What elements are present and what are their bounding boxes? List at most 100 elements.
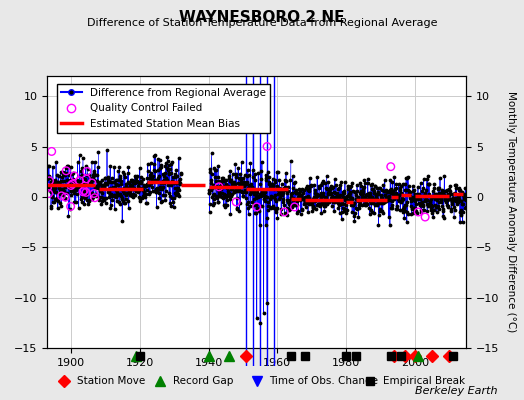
Point xyxy=(334,205,343,212)
Point xyxy=(248,184,257,190)
Point xyxy=(57,178,65,184)
Point xyxy=(316,194,325,200)
Point xyxy=(347,196,356,202)
Point xyxy=(165,170,173,177)
Point xyxy=(299,196,308,202)
Point xyxy=(411,204,419,211)
Point xyxy=(150,167,158,173)
Point xyxy=(231,188,239,195)
Point xyxy=(359,190,367,196)
Point xyxy=(129,194,137,200)
Point xyxy=(136,164,144,171)
Point xyxy=(324,199,333,205)
Point xyxy=(392,206,401,212)
Point xyxy=(89,193,97,200)
Point xyxy=(321,180,330,186)
Point xyxy=(60,187,69,194)
Point xyxy=(107,190,115,197)
Point xyxy=(46,187,54,194)
Point xyxy=(304,209,312,216)
Point xyxy=(261,193,269,199)
Point xyxy=(351,189,359,195)
Point xyxy=(50,180,59,187)
Point xyxy=(125,205,133,212)
Point xyxy=(296,196,304,203)
Point xyxy=(351,210,359,216)
Point xyxy=(336,196,345,203)
Point xyxy=(445,186,453,192)
Point xyxy=(62,177,71,184)
Point xyxy=(165,162,173,168)
Point xyxy=(166,200,174,206)
Point xyxy=(354,196,362,202)
Point xyxy=(67,164,75,170)
Point xyxy=(250,189,259,195)
Point xyxy=(63,182,72,188)
Point xyxy=(445,196,453,202)
Point xyxy=(176,180,184,186)
Point xyxy=(455,192,463,198)
Point xyxy=(176,176,184,182)
Point xyxy=(70,173,79,179)
Point xyxy=(458,219,467,226)
Point xyxy=(211,167,220,174)
Point xyxy=(396,187,404,193)
Point xyxy=(58,186,66,193)
Point xyxy=(84,201,92,208)
Point xyxy=(49,181,58,187)
Point xyxy=(88,180,96,186)
Point xyxy=(291,201,300,207)
Point xyxy=(209,199,217,206)
Point xyxy=(446,196,455,202)
Point xyxy=(62,165,70,172)
Point xyxy=(62,170,71,176)
Point xyxy=(429,214,438,220)
Point xyxy=(87,179,95,185)
Point xyxy=(71,178,79,185)
Point xyxy=(267,181,275,188)
Point xyxy=(47,188,56,195)
Point xyxy=(228,171,237,177)
Point xyxy=(233,195,241,201)
Point xyxy=(259,310,268,316)
Point xyxy=(444,196,453,202)
Point xyxy=(104,176,112,182)
Point xyxy=(81,193,90,199)
Point xyxy=(290,196,298,202)
Point xyxy=(413,191,422,197)
Point xyxy=(166,193,174,199)
Point xyxy=(155,173,163,179)
Point xyxy=(245,190,254,197)
Point xyxy=(378,200,387,206)
Point xyxy=(263,174,271,181)
Point xyxy=(132,174,140,181)
Point xyxy=(204,190,213,196)
Point xyxy=(380,177,389,183)
Point xyxy=(451,207,459,213)
Point xyxy=(51,185,60,192)
Point xyxy=(247,188,255,194)
Point xyxy=(340,188,348,194)
Point xyxy=(90,192,98,198)
Point xyxy=(319,193,327,199)
Point xyxy=(271,196,279,202)
Point xyxy=(122,196,130,202)
Point xyxy=(173,172,181,179)
Point xyxy=(417,207,425,213)
Point xyxy=(177,170,185,176)
Point xyxy=(125,180,134,186)
Point xyxy=(165,171,173,177)
Point xyxy=(366,211,374,217)
Point xyxy=(216,193,225,199)
Point xyxy=(80,187,89,194)
Point xyxy=(272,208,280,215)
Point xyxy=(96,178,104,185)
Point xyxy=(305,200,314,207)
Point xyxy=(348,194,357,201)
Point xyxy=(219,194,227,201)
Point xyxy=(327,197,335,204)
Point xyxy=(373,185,381,192)
Point xyxy=(140,194,149,200)
Point xyxy=(69,170,78,176)
Point xyxy=(143,175,151,181)
